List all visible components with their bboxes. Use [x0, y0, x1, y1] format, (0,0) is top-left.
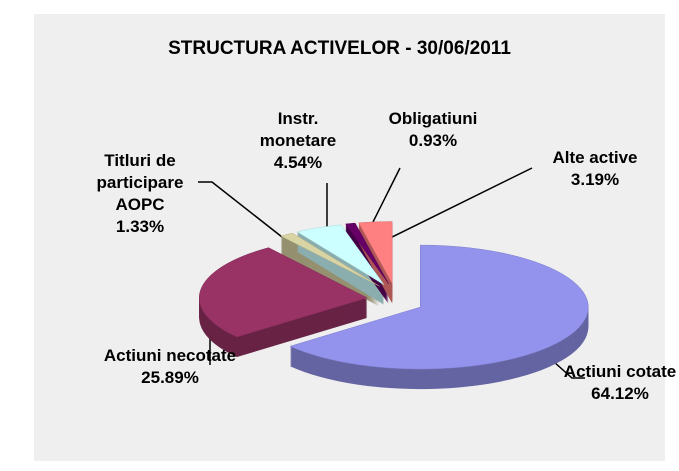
slice: [358, 221, 393, 284]
category-label: Actiuni cotate: [563, 362, 677, 381]
value-label: 25.89%: [141, 368, 199, 387]
category-label: Alte active: [552, 148, 638, 167]
slice: [280, 232, 380, 287]
data-label: Obligatiuni 0.93%: [370, 108, 496, 152]
slice: [289, 244, 589, 370]
data-label: Instr. monetare 4.54%: [240, 108, 356, 174]
value-label: 3.19%: [570, 170, 620, 189]
leader-line: [198, 181, 297, 249]
data-label: Titluri de participare AOPC 1.33%: [70, 150, 210, 238]
category-label: Actiuni necotate: [103, 346, 237, 365]
category-label: Titluri de participare AOPC: [96, 151, 184, 214]
category-label: Obligatiuni: [388, 109, 478, 128]
data-label: Actiuni necotate 25.89%: [100, 345, 240, 389]
value-label: 4.54%: [273, 153, 323, 172]
chart-title: STRUCTURA ACTIVELOR - 30/06/2011: [168, 38, 511, 59]
category-label: Instr. monetare: [259, 109, 337, 150]
slice: [198, 247, 368, 338]
value-label: 1.33%: [115, 217, 165, 236]
data-label: Alte active 3.19%: [520, 147, 670, 191]
slice: [345, 222, 389, 285]
leader-line: [377, 167, 533, 245]
value-label: 0.93%: [408, 131, 458, 150]
value-label: 64.12%: [591, 384, 649, 403]
data-label: Actiuni cotate 64.12%: [555, 361, 679, 405]
slice: [296, 224, 385, 285]
